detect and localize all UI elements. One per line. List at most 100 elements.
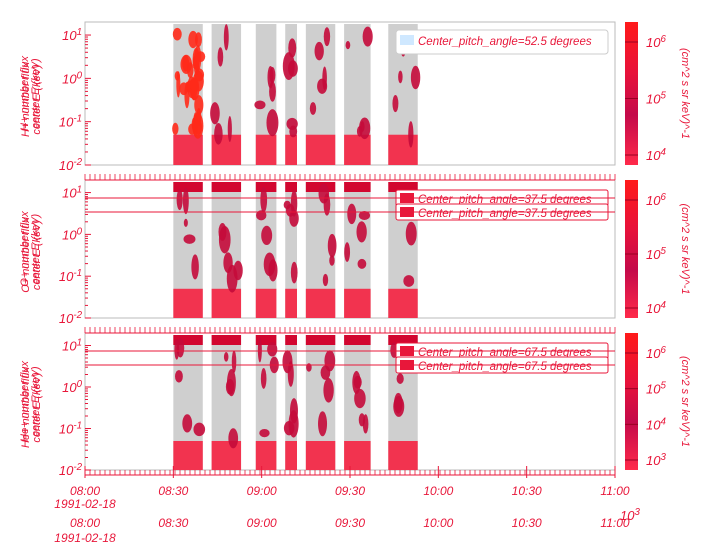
- x-tick-label-duplicate: 11:00: [600, 516, 629, 530]
- flux-blob: [288, 38, 297, 58]
- flux-blob: [396, 373, 404, 384]
- flux-blob: [210, 102, 220, 125]
- top-band: [388, 335, 418, 345]
- y-axis-label-overlay: center E (keV): [31, 220, 43, 291]
- flux-blob: [194, 68, 205, 82]
- top-band: [285, 335, 297, 345]
- flux-blob: [266, 109, 279, 137]
- flux-blob: [358, 210, 371, 220]
- flux-blob: [408, 121, 414, 148]
- flux-blob: [288, 410, 299, 438]
- colorbar-fill: [625, 22, 638, 165]
- flux-blob: [261, 225, 273, 246]
- top-band: [173, 182, 203, 192]
- colorbar-label: (cm^2 s sr keV)^-1: [679, 356, 691, 447]
- low-energy-band: [255, 288, 277, 318]
- y-axis-label-overlay: O+ number flux: [20, 217, 32, 293]
- y-tick-label: 10-1: [59, 268, 82, 284]
- flux-blob: [324, 350, 336, 372]
- low-energy-band: [388, 134, 418, 165]
- flux-blob: [358, 413, 366, 427]
- y-tick-label: 101: [62, 27, 82, 43]
- top-band: [344, 335, 371, 345]
- flux-blob: [172, 27, 182, 41]
- y-tick-label: 10-1: [59, 420, 82, 436]
- colorbar-tick-label: 106: [646, 192, 666, 208]
- flux-blob: [362, 26, 373, 47]
- flux-blob: [398, 70, 403, 84]
- colorbar-tick-label: 103: [646, 452, 666, 468]
- low-energy-band: [305, 134, 336, 165]
- x-tick-label: 10:00: [423, 484, 453, 498]
- y-tick-label: 10-2: [59, 157, 83, 173]
- flux-blob: [329, 255, 335, 266]
- flux-blob: [356, 221, 367, 243]
- flux-blob: [214, 122, 223, 145]
- y-axis-label-overlay: H+ number flux: [20, 62, 32, 137]
- colorbar-label: (cm^2 s sr keV)^-1: [679, 204, 691, 295]
- flux-blob: [254, 100, 266, 110]
- colorbar-label: (cm^2 s sr keV)^-1: [679, 48, 691, 139]
- y-tick-label: 10-2: [59, 310, 83, 326]
- x-tick-label: 08:30: [158, 484, 188, 498]
- flux-blob: [357, 258, 367, 269]
- colorbar: 104 105 106 (cm^2 s sr keV)^-1: [625, 22, 691, 165]
- x-tick-label-duplicate: 09:30: [335, 516, 365, 530]
- low-energy-band: [388, 440, 418, 470]
- flux-blob: [309, 102, 317, 115]
- top-band: [255, 182, 277, 192]
- flux-blob: [223, 24, 229, 51]
- colorbar-fill: [625, 333, 638, 470]
- flux-blob: [217, 47, 224, 67]
- flux-blob: [174, 339, 180, 360]
- colorbar-tick-label: 104: [646, 416, 666, 432]
- flux-blob: [184, 81, 190, 109]
- flux-blob: [267, 342, 278, 357]
- flux-blob: [314, 41, 324, 61]
- colorbar-extra-tick-label: 103: [620, 507, 640, 523]
- flux-blob: [322, 273, 329, 287]
- y-axis-label: O+ number flux: [19, 211, 31, 287]
- flux-blob: [353, 375, 362, 389]
- flux-blob: [327, 233, 337, 258]
- flux-blob: [191, 254, 199, 280]
- y-tick-label: 100: [62, 379, 82, 395]
- y-axis-label-overlay: He+ number flux: [20, 366, 32, 448]
- legend-label: Center_pitch_angle=37.5 degrees: [418, 194, 592, 206]
- flux-blob: [188, 30, 198, 49]
- colorbar: 103 104 105 106 (cm^2 s sr keV)^-1: [625, 333, 691, 470]
- x-tick-label-duplicate: 10:00: [423, 516, 453, 530]
- y-axis-label: center E (keV): [30, 366, 42, 437]
- y-tick-label: 101: [62, 185, 82, 201]
- flux-blob: [256, 210, 267, 221]
- low-energy-band: [305, 440, 336, 470]
- y-tick-label: 10-2: [59, 462, 83, 478]
- colorbar-tick-label: 105: [646, 91, 666, 107]
- colorbar-tick-label: 106: [646, 34, 666, 50]
- y-axis-label: H+ number flux: [19, 56, 31, 131]
- top-band: [211, 182, 242, 192]
- flux-blob: [183, 218, 188, 227]
- low-energy-band: [344, 288, 371, 318]
- x-date-label: 1991-02-18: [54, 497, 116, 511]
- low-energy-band: [305, 288, 336, 318]
- data-block: [285, 182, 297, 318]
- y-tick-label: 10-1: [59, 114, 82, 130]
- colorbar-tick-label: 106: [646, 345, 666, 361]
- legend-label: Center_pitch_angle=52.5 degrees: [418, 36, 592, 48]
- low-energy-band: [173, 134, 203, 165]
- flux-blob: [318, 411, 328, 437]
- flux-blob: [287, 361, 294, 387]
- flux-blob: [223, 352, 229, 362]
- y-axis-label-overlay: center E (keV): [31, 372, 43, 443]
- flux-blob: [176, 71, 181, 98]
- y-axis-label: center E (keV): [30, 58, 42, 129]
- low-energy-band: [388, 288, 418, 318]
- low-energy-band: [285, 440, 297, 470]
- flux-blob: [268, 259, 278, 282]
- flux-blob: [225, 378, 235, 395]
- flux-blob: [194, 32, 202, 48]
